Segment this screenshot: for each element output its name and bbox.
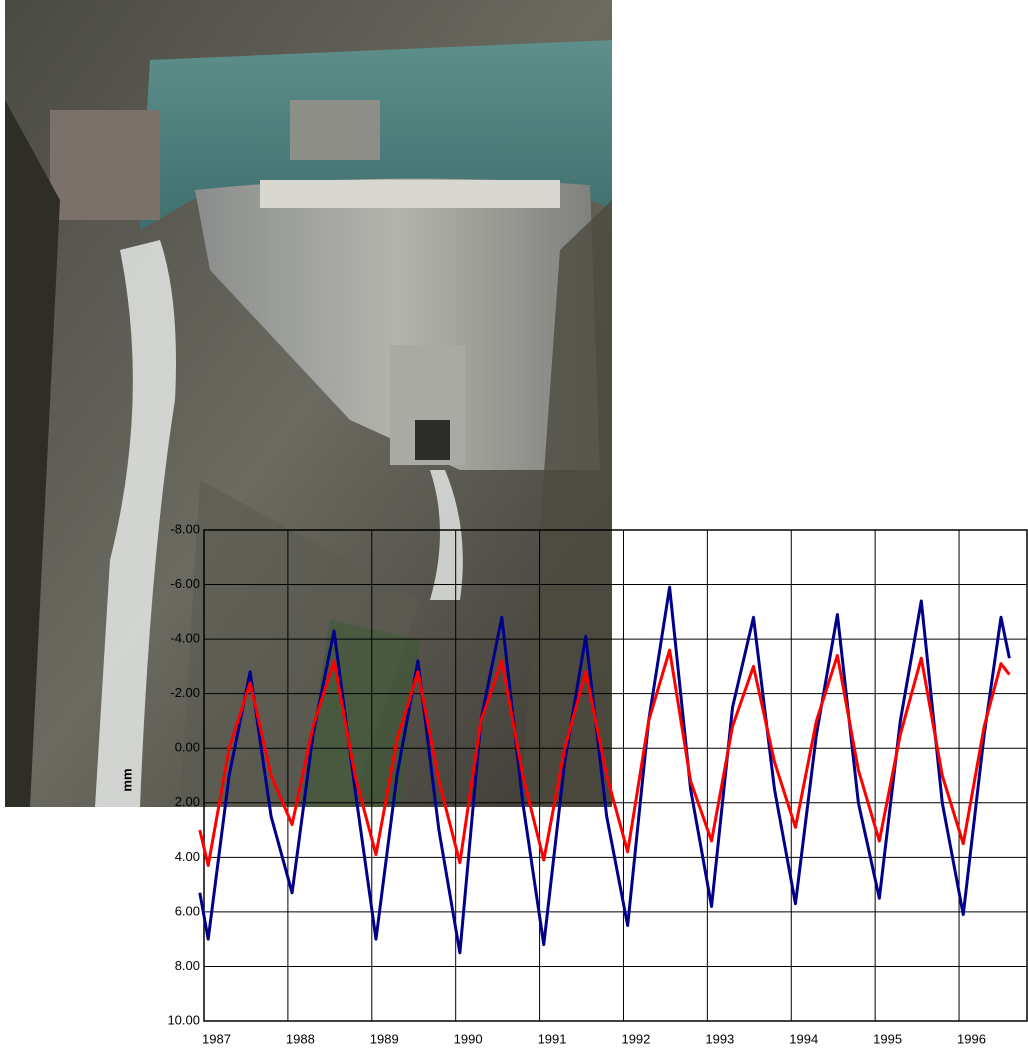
- y-tick-label: 4.00: [175, 849, 200, 864]
- x-tick-label: 1996: [957, 1031, 986, 1046]
- y-tick-label: -8.00: [170, 521, 200, 536]
- page: mm -8.00 -6.00 -4.00 -2.00 0.00 2.00 4.00 6.00 8…: [0, 0, 1028, 1056]
- y-tick-label: 6.00: [175, 903, 200, 918]
- x-tick-label: 1989: [370, 1031, 399, 1046]
- x-tick-label: 1993: [705, 1031, 734, 1046]
- y-tick-label: 0.00: [175, 740, 200, 755]
- y-tick-label: 8.00: [175, 958, 200, 973]
- x-tick-label: 1991: [538, 1031, 567, 1046]
- y-tick-label: -6.00: [170, 576, 200, 591]
- y-tick-label: 2.00: [175, 794, 200, 809]
- x-tick-label: 1995: [873, 1031, 902, 1046]
- chart: mm -8.00 -6.00 -4.00 -2.00 0.00 2.00 4.00 6.00 8…: [0, 0, 1028, 1056]
- dam-photo: [5, 0, 612, 807]
- y-tick-label: 10.00: [167, 1012, 200, 1027]
- x-tick-label: 1988: [286, 1031, 315, 1046]
- y-tick-label: -4.00: [170, 631, 200, 646]
- x-tick-label: 1994: [789, 1031, 818, 1046]
- y-tick-label: -2.00: [170, 685, 200, 700]
- x-tick-label: 1987: [202, 1031, 231, 1046]
- y-axis-label: mm: [119, 768, 134, 791]
- x-tick-label: 1990: [454, 1031, 483, 1046]
- x-tick-label: 1992: [621, 1031, 650, 1046]
